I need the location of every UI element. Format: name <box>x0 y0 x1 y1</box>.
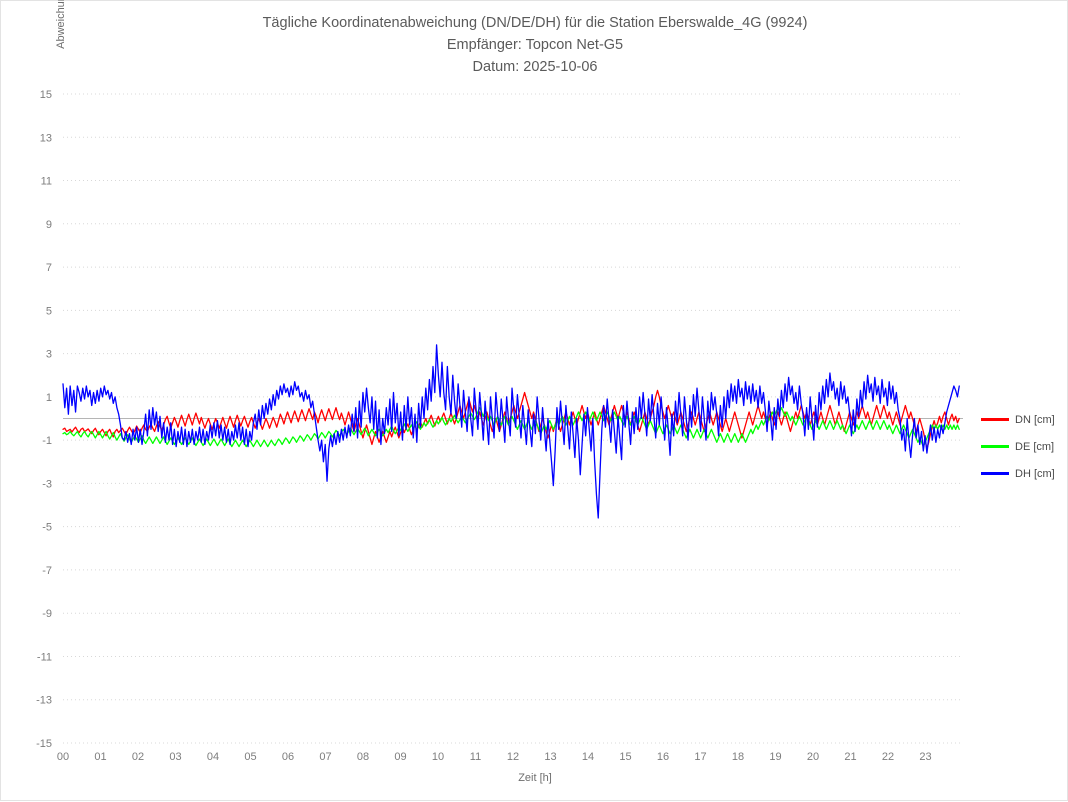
x-tick-label: 02 <box>132 751 144 763</box>
legend-color-swatch <box>981 445 1009 448</box>
legend-item[interactable]: DE [cm] <box>981 433 1068 460</box>
x-axis-title: Zeit [h] <box>518 772 552 784</box>
x-tick-label: 10 <box>432 751 444 763</box>
x-tick-label: 04 <box>207 751 219 763</box>
legend-color-swatch <box>981 418 1009 421</box>
x-tick-label: 05 <box>244 751 256 763</box>
y-tick-label: 13 <box>40 132 52 144</box>
legend-item-label: DN [cm] <box>1015 413 1055 426</box>
x-tick-label: 18 <box>732 751 744 763</box>
y-tick-label: -11 <box>37 651 52 663</box>
legend-color-swatch <box>981 472 1009 475</box>
x-tick-label: 14 <box>582 751 594 763</box>
legend-item[interactable]: DN [cm] <box>981 406 1068 433</box>
legend-item-label: DH [cm] <box>1015 467 1055 480</box>
y-tick-label: -3 <box>42 478 52 490</box>
data-series-group <box>62 344 960 519</box>
y-tick-label: 5 <box>46 305 52 317</box>
y-tick-label: 3 <box>46 349 52 361</box>
y-tick-label: -7 <box>42 565 52 577</box>
x-tick-label: 22 <box>882 751 894 763</box>
x-tick-label: 21 <box>844 751 856 763</box>
legend-item[interactable]: DH [cm] <box>981 460 1068 487</box>
y-tick-label: -9 <box>42 608 52 620</box>
x-tick-label: 23 <box>919 751 931 763</box>
x-tick-label: 00 <box>57 751 69 763</box>
x-tick-label: 06 <box>282 751 294 763</box>
y-tick-label: 7 <box>46 262 52 274</box>
y-tick-label: -5 <box>42 522 52 534</box>
x-tick-label: 17 <box>694 751 706 763</box>
x-tick-label: 11 <box>470 751 481 763</box>
x-tick-label: 12 <box>507 751 519 763</box>
chart-title-block: Tägliche Koordinatenabweichung (DN/DE/DH… <box>1 12 1068 78</box>
y-tick-label: 15 <box>40 89 52 101</box>
series-line-dh <box>62 344 960 519</box>
y-tick-label: 1 <box>46 392 52 404</box>
x-tick-label: 15 <box>619 751 631 763</box>
x-tick-label: 01 <box>94 751 106 763</box>
chart-title-line-2: Empfänger: Topcon Net-G5 <box>446 37 624 53</box>
chart-title-line-1: Tägliche Koordinatenabweichung (DN/DE/DH… <box>262 15 808 31</box>
y-axis-tick-labels: 15 13 11 9 7 5 3 1 -1 -3 -5 -7 -9 -11 -13 -15 <box>36 89 52 750</box>
y-axis-title: Abweichung [cm] <box>55 0 67 49</box>
y-tick-label: -1 <box>42 435 52 447</box>
x-tick-label: 08 <box>357 751 369 763</box>
chart-title-line-3: Datum: 2025-10-06 <box>472 59 598 75</box>
y-tick-label: 11 <box>41 176 52 188</box>
x-tick-label: 16 <box>657 751 669 763</box>
x-tick-label: 19 <box>769 751 781 763</box>
legend-item-label: DE [cm] <box>1015 440 1055 453</box>
x-tick-label: 03 <box>169 751 181 763</box>
chart-legend: DN [cm] DE [cm] DH [cm] <box>981 406 1068 487</box>
x-tick-label: 13 <box>544 751 556 763</box>
x-tick-label: 07 <box>319 751 331 763</box>
x-tick-label: 20 <box>807 751 819 763</box>
x-tick-label: 09 <box>394 751 406 763</box>
y-tick-label: -15 <box>36 738 52 750</box>
y-tick-label: 9 <box>46 219 52 231</box>
y-tick-label: -13 <box>36 695 52 707</box>
x-axis-tick-labels: 00 01 02 03 04 05 06 07 08 09 10 11 12 13 14 15 16 17 18 19… <box>57 751 932 763</box>
